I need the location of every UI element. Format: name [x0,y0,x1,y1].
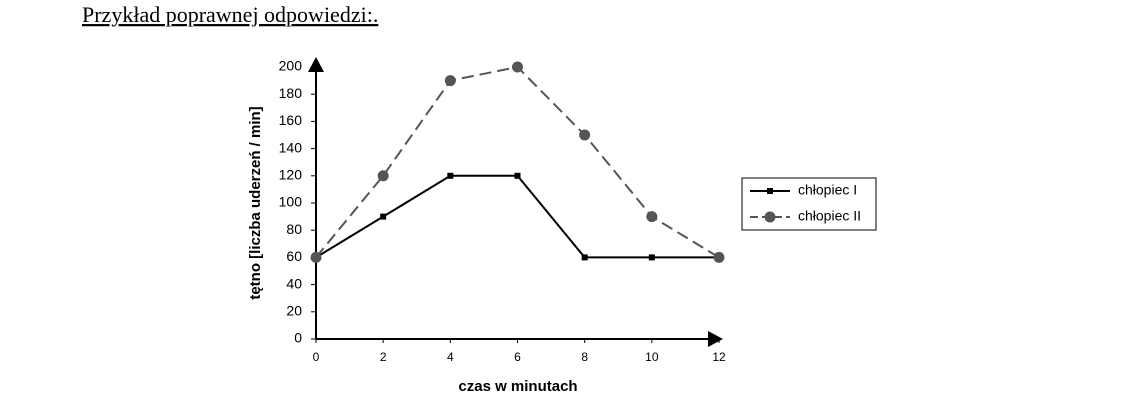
point [380,213,387,220]
x-arrow [708,331,723,347]
legend-box [741,177,877,231]
y-tick-label: 100 [279,194,303,210]
y-tick-label: 140 [279,139,303,155]
series-line [315,174,719,259]
y-tick-label: 20 [286,303,302,319]
y-tick-label: 80 [286,221,302,237]
x-tick-label: 8 [581,350,588,364]
legend-label: chłopiec I [798,182,857,198]
point [310,251,322,263]
point [444,75,456,87]
x-tick-label: 12 [712,350,726,364]
y-arrow [308,57,324,72]
y-tick-label: 180 [279,85,303,101]
y-tick-label: 160 [279,112,303,128]
y-tick-label: 120 [279,167,303,183]
x-tick-label: 2 [380,350,387,364]
x-tick-label: 6 [514,350,521,364]
y-tick-label: 40 [286,275,302,291]
y-tick-label: 0 [294,330,302,346]
point [646,211,658,223]
point [581,254,588,261]
point [512,61,523,73]
legend-marker [764,211,776,223]
point [377,170,389,182]
x-tick-label: 4 [447,350,454,364]
point [648,254,655,261]
x-tick-label: 0 [313,350,320,364]
x-tick-label: 10 [645,350,659,364]
legend-label: chłopiec II [798,208,861,224]
y-axis-label: tętno [liczba uderzeń / min] [247,106,264,299]
x-axis-label: czas w minutach [458,378,577,395]
point [447,172,454,179]
point [579,129,591,141]
series-line [315,65,720,259]
point [514,172,521,179]
y-tick-label: 60 [286,248,302,264]
y-tick-label: 200 [279,58,303,74]
legend-marker [767,188,773,194]
heading: Przykład poprawnej odpowiedzi:. [82,2,378,27]
point [713,251,725,263]
